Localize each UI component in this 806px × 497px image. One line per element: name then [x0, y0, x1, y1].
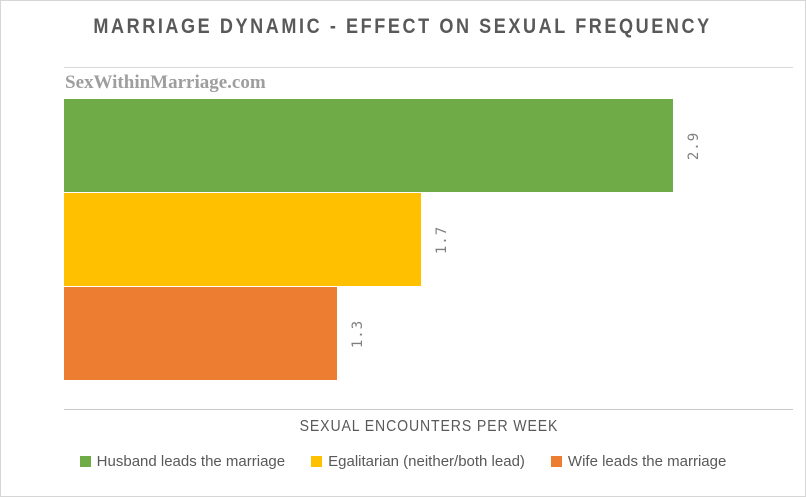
plot-area: SexWithinMarriage.com 2.9 1.7 1.3: [64, 67, 793, 410]
bar-row: 2.9: [64, 99, 793, 192]
legend-label: Wife leads the marriage: [567, 453, 727, 470]
legend: Husband leads the marriage Egalitarian (n…: [1, 453, 805, 470]
bar-value-label: 1.3: [350, 319, 367, 348]
chart-title: MARRIAGE DYNAMIC - EFFECT ON SEXUAL FREQ…: [1, 15, 805, 39]
legend-swatch-icon: [550, 456, 562, 467]
bar-row: 1.3: [64, 287, 793, 380]
bar-row: 1.7: [64, 193, 793, 286]
chart-title-text: MARRIAGE DYNAMIC - EFFECT ON SEXUAL FREQ…: [93, 15, 713, 38]
legend-item: Husband leads the marriage: [79, 453, 286, 470]
legend-label: Husband leads the marriage: [96, 453, 286, 470]
watermark-text: SexWithinMarriage.com: [65, 72, 266, 93]
legend-label: Egalitarian (neither/both lead): [328, 453, 525, 470]
legend-item: Egalitarian (neither/both lead): [311, 453, 525, 470]
x-axis-title: SEXUAL ENCOUNTERS PER WEEK: [64, 418, 793, 436]
bar-value-label: 2.9: [686, 131, 703, 160]
x-axis-title-text: SEXUAL ENCOUNTERS PER WEEK: [299, 418, 558, 435]
bar-value-label: 1.7: [434, 225, 451, 254]
bar-3: [64, 287, 338, 380]
legend-swatch-icon: [79, 456, 91, 467]
legend-item: Wife leads the marriage: [550, 453, 727, 470]
bar-2: [64, 193, 422, 286]
legend-swatch-icon: [311, 456, 323, 467]
bars-layer: 2.9 1.7 1.3: [64, 99, 793, 381]
bar-1: [64, 99, 674, 192]
